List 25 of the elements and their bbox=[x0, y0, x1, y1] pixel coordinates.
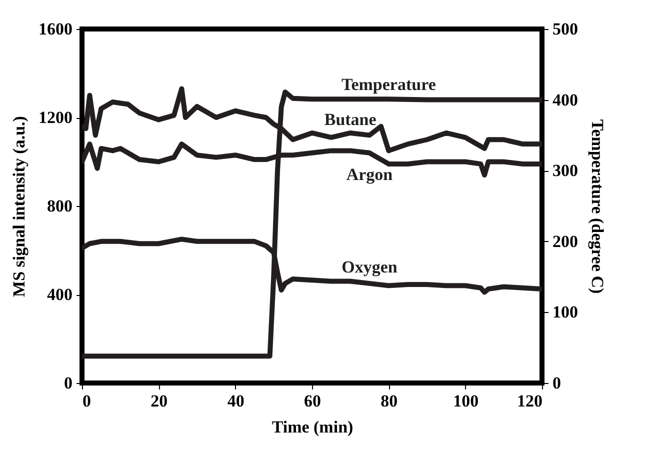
y2-tick-label: 0 bbox=[552, 374, 561, 392]
series-label: Temperature bbox=[341, 75, 436, 94]
x-tick-label: 60 bbox=[304, 392, 321, 410]
y-tick-label: 0 bbox=[64, 374, 72, 392]
x-tick-label: 120 bbox=[517, 392, 542, 410]
x-tick-label: 40 bbox=[227, 392, 244, 410]
y2-axis-title: Temperature (degree C) bbox=[588, 119, 607, 294]
series-label: Argon bbox=[346, 164, 394, 184]
y-tick-label: 1600 bbox=[38, 20, 72, 38]
y-tick-label: 400 bbox=[47, 285, 72, 304]
y2-tick-label: 500 bbox=[552, 20, 578, 38]
y2-tick-label: 400 bbox=[552, 90, 578, 110]
series-label: Oxygen bbox=[342, 257, 398, 276]
x-tick-label: 0 bbox=[82, 392, 91, 410]
series-label: Butane bbox=[324, 110, 377, 129]
y2-tick-label: 200 bbox=[552, 232, 578, 251]
y-axis-title: MS signal intensity (a.u.) bbox=[10, 116, 28, 297]
x-tick-label: 20 bbox=[150, 392, 168, 410]
y-tick-label: 1200 bbox=[38, 108, 72, 127]
x-tick-label: 100 bbox=[453, 392, 479, 410]
x-axis-title: Time (min) bbox=[272, 418, 354, 436]
x-tick-label: 80 bbox=[380, 392, 398, 410]
y2-tick-label: 100 bbox=[552, 302, 578, 322]
y2-tick-label: 300 bbox=[552, 161, 578, 180]
y-tick-label: 800 bbox=[47, 196, 72, 216]
